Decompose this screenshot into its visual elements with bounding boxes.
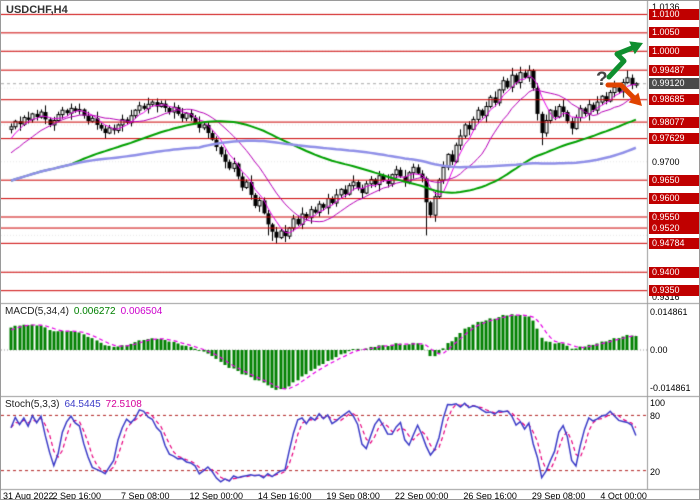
price-level-label: 1.0100 — [649, 8, 699, 20]
macd-indicator-name: MACD(5,34,4) — [5, 306, 69, 317]
price-level-label: 0.97629 — [649, 133, 699, 145]
time-axis-label: 7 Sep 08:00 — [120, 491, 170, 500]
macd-axis-label: 0.00 — [650, 345, 668, 355]
price-level-label: 0.94784 — [649, 237, 699, 249]
macd-signal-value: 0.006504 — [120, 306, 163, 317]
price-level-label: 0.98077 — [649, 116, 699, 128]
time-axis[interactable]: 31 Aug 2022 2 Sep 16:00 7 Sep 08:00 12 Sep … — [1, 490, 699, 500]
question-mark: ? — [596, 69, 608, 90]
time-axis-label: 4 Oct 00:00 — [600, 491, 647, 500]
macd-axis-label: 0.014861 — [650, 307, 688, 318]
stoch-indicator-label: Stoch(5,3,3) 64.5445 72.5108 — [5, 399, 142, 410]
macd-indicator-label: MACD(5,34,4) 0.006272 0.006504 — [5, 306, 162, 317]
time-axis-label: 2 Sep 16:00 — [52, 491, 102, 500]
stoch-axis-label: 80 — [650, 411, 661, 422]
price-level-label: 1.0000 — [649, 45, 699, 57]
stoch-indicator-name: Stoch(5,3,3) — [5, 399, 60, 410]
price-level-label: 1.0050 — [649, 27, 699, 39]
time-axis-label: 19 Sep 08:00 — [326, 491, 380, 500]
price-level-label: 0.99487 — [649, 64, 699, 76]
price-level-label: 0.9520 — [649, 222, 699, 234]
macd-axis-label: -0.014861 — [650, 382, 691, 393]
price-axis[interactable]: 1.0136 0.9700 0.9316 1.0100 1.0050 1.0000 0.99… — [647, 1, 699, 490]
time-axis-label: 26 Sep 16:00 — [463, 491, 517, 500]
bid-price-label: 0.99120 — [649, 78, 699, 90]
price-level-label: 0.9650 — [649, 174, 699, 186]
price-level-label: 0.9400 — [649, 266, 699, 278]
price-level-label: 0.9600 — [649, 193, 699, 205]
price-tick-label: 0.9700 — [652, 156, 680, 167]
stoch-axis-label: 100 — [650, 398, 666, 408]
price-level-label: 0.9550 — [649, 211, 699, 223]
price-level-label: 0.98685 — [649, 94, 699, 106]
stoch-main-value: 64.5445 — [64, 399, 101, 410]
stoch-signal-value: 72.5108 — [105, 399, 142, 410]
time-axis-label: 29 Sep 08:00 — [531, 491, 586, 500]
chart-symbol-title: USDCHF,H4 — [6, 4, 68, 16]
price-level-label: 0.9350 — [649, 285, 699, 297]
macd-main-value: 0.006272 — [73, 306, 116, 317]
time-axis-label: 12 Sep 00:00 — [189, 491, 243, 500]
price-tick-label: 0.9316 — [652, 292, 680, 302]
price-tick-label: 1.0136 — [652, 2, 680, 12]
time-axis-label: 31 Aug 2022 — [3, 491, 54, 500]
time-axis-label: 14 Sep 16:00 — [257, 491, 312, 500]
time-axis-label: 22 Sep 00:00 — [394, 491, 449, 500]
stoch-axis-label: 20 — [650, 466, 661, 477]
